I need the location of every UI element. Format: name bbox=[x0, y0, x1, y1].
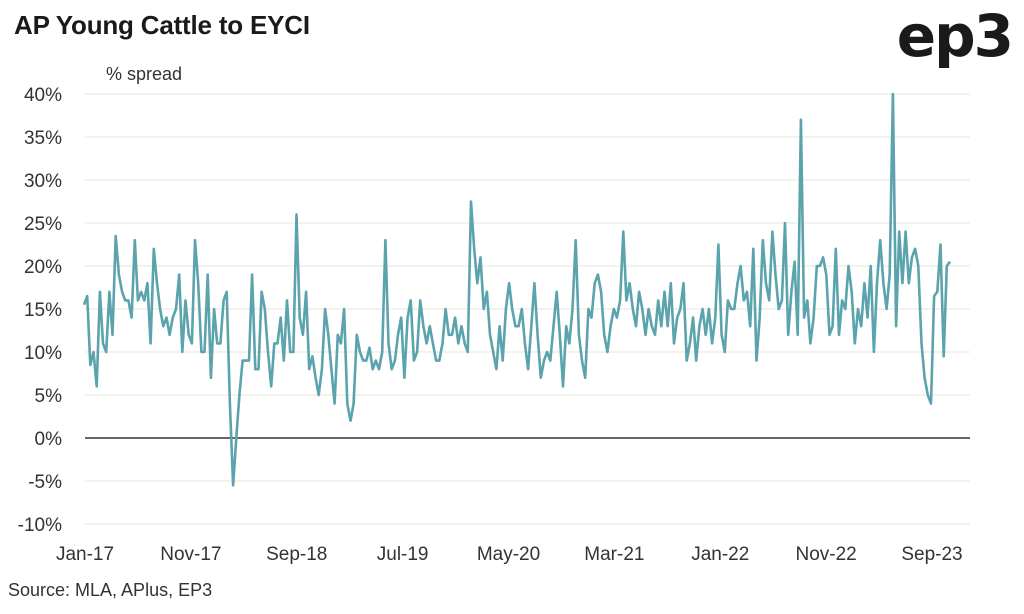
y-tick-label: 10% bbox=[24, 343, 62, 364]
x-tick-label: May-20 bbox=[477, 544, 540, 565]
x-tick-label: Jul-19 bbox=[377, 544, 429, 565]
y-tick-label: 0% bbox=[35, 429, 63, 450]
x-axis-ticks: Jan-17 Nov-17 Sep-18 Jul-19 May-20 Mar-21 Jan-… bbox=[56, 544, 963, 565]
y-axis-unit-label: % spread bbox=[106, 64, 183, 84]
x-tick-label: Mar-21 bbox=[584, 544, 644, 565]
x-tick-label: Sep-18 bbox=[266, 544, 327, 565]
y-tick-label: 30% bbox=[24, 171, 62, 192]
y-tick-label: 35% bbox=[24, 128, 62, 149]
gridlines bbox=[85, 93, 970, 525]
x-tick-label: Jan-22 bbox=[691, 544, 749, 565]
y-tick-label: 5% bbox=[35, 386, 63, 407]
y-tick-label: 15% bbox=[24, 300, 62, 321]
ep3-logo: ep3 bbox=[896, 2, 1014, 70]
source-note: Source: MLA, APlus, EP3 bbox=[8, 580, 213, 600]
series-group bbox=[82, 92, 952, 487]
y-tick-label: 40% bbox=[24, 85, 62, 106]
y-axis-ticks: 40% 35% 30% 25% 20% 15% 10% 5% 0% -5% -10% bbox=[18, 85, 62, 536]
x-tick-label: Nov-22 bbox=[796, 544, 857, 565]
chart-title: AP Young Cattle to EYCI bbox=[14, 10, 310, 40]
y-tick-label: 20% bbox=[24, 257, 62, 278]
y-tick-label: 25% bbox=[24, 214, 62, 235]
x-tick-label: Jan-17 bbox=[56, 544, 114, 565]
y-tick-label: -10% bbox=[18, 515, 62, 536]
x-tick-label: Nov-17 bbox=[160, 544, 221, 565]
x-tick-label: Sep-23 bbox=[901, 544, 962, 565]
series-line bbox=[82, 92, 952, 487]
y-tick-label: -5% bbox=[28, 472, 62, 493]
